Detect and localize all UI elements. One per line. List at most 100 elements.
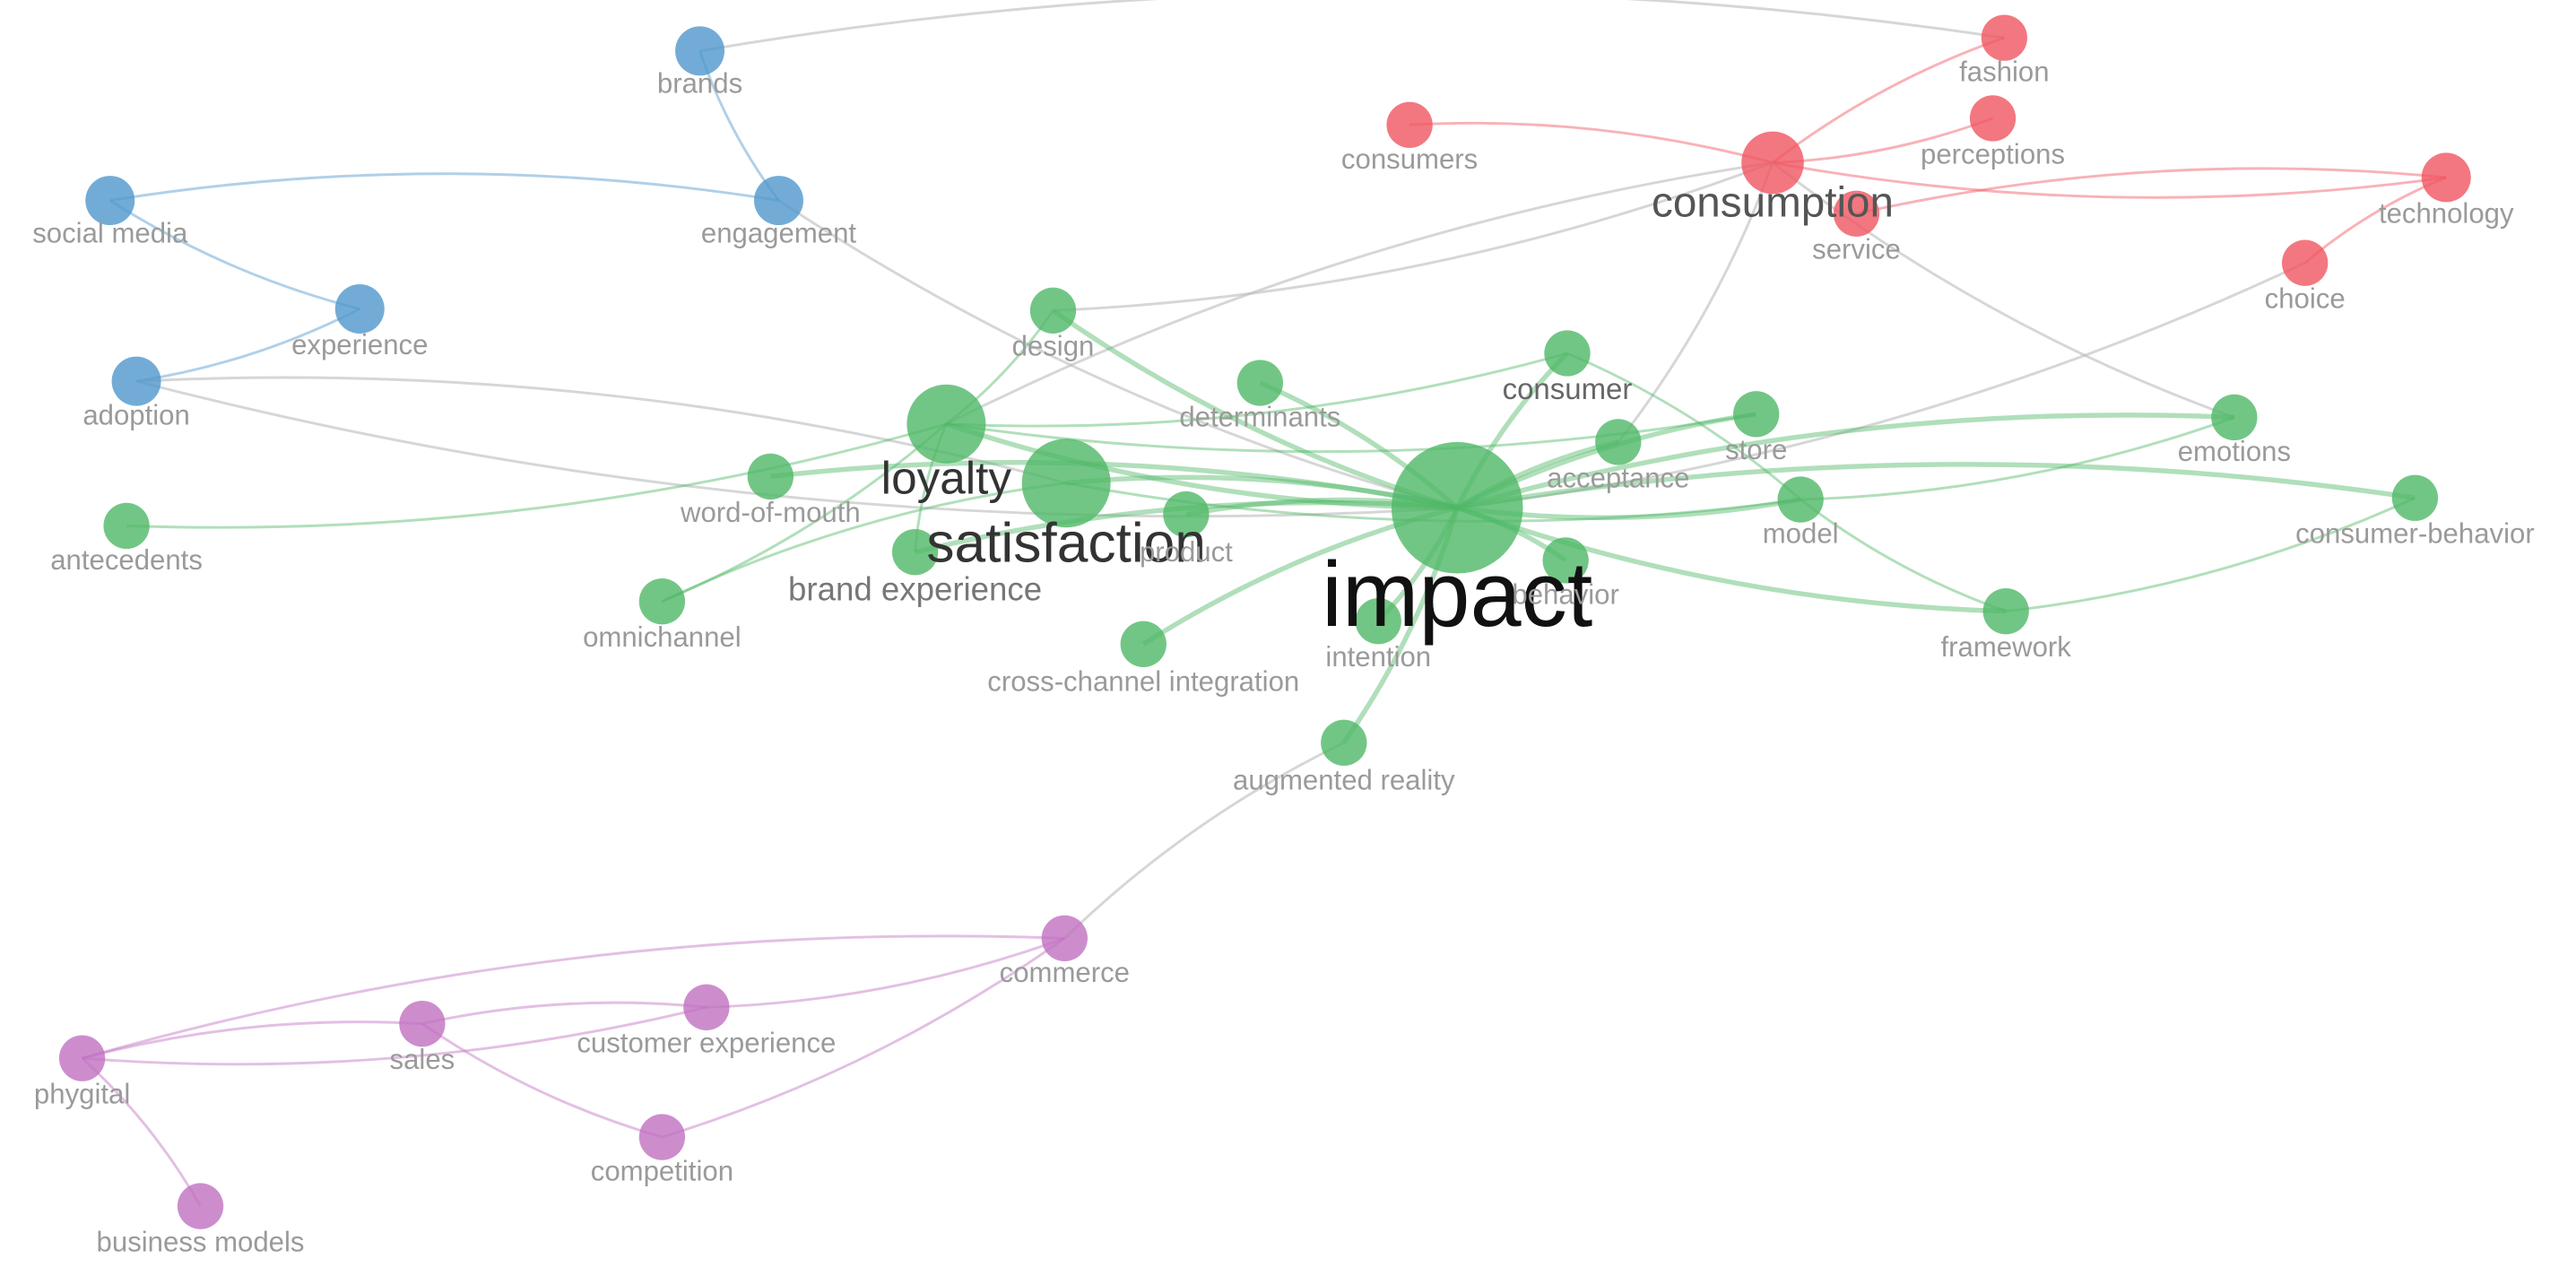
node-label: emotions (2178, 436, 2291, 467)
node-label: sales (390, 1044, 455, 1075)
node (1391, 441, 1523, 574)
edge (1456, 505, 2007, 614)
node-label: consumption (1652, 179, 1894, 227)
node-label: acceptance (1547, 462, 1689, 493)
node (2421, 152, 2471, 203)
node (1544, 330, 1591, 377)
edge (1409, 121, 1774, 164)
node-label: experience (291, 329, 428, 360)
edge (1053, 161, 1774, 312)
node-label: antecedents (50, 544, 203, 576)
labels: brands social media engagement experience ad… (32, 56, 2534, 1258)
edge (1772, 161, 2447, 199)
node-label: brand experience (788, 570, 1042, 607)
node (1120, 621, 1167, 667)
edge (135, 379, 1458, 518)
edge (946, 352, 1568, 428)
node (58, 1035, 106, 1081)
node (1386, 101, 1433, 148)
node (675, 26, 725, 76)
edge (1800, 416, 2235, 501)
node-label: consumers (1341, 143, 1478, 175)
node (1163, 491, 1210, 538)
edge (945, 421, 1458, 510)
node-label: cross-channel integration (987, 666, 1299, 698)
edge (1772, 161, 2235, 419)
node-label: technology (2379, 197, 2514, 229)
node (1029, 287, 1077, 334)
node-label: loyalty (881, 452, 1012, 503)
node (1321, 719, 1367, 766)
edge (661, 422, 948, 603)
node-label: behavior (1512, 578, 1618, 610)
node-label: brands (657, 68, 742, 100)
edge (135, 308, 360, 383)
edge (946, 412, 1756, 454)
edge (777, 199, 1458, 509)
edge (770, 459, 1458, 510)
edge (82, 934, 1065, 1060)
edge (126, 422, 947, 529)
edge (421, 1022, 663, 1139)
node-label: determinants (1179, 402, 1340, 433)
node-label: intention (1325, 641, 1431, 673)
node (683, 984, 730, 1030)
node (747, 453, 794, 500)
node-label: model (1763, 518, 1839, 550)
node-label: augmented reality (1233, 764, 1455, 795)
node (334, 284, 385, 334)
node (1542, 537, 1589, 584)
node (891, 529, 939, 576)
edge (82, 1020, 422, 1060)
edge (1566, 352, 1802, 501)
edge (1800, 498, 2007, 613)
node (2391, 474, 2439, 521)
node-label: business models (97, 1226, 305, 1257)
node-label: word-of-mouth (680, 497, 861, 528)
node (1041, 915, 1088, 962)
node-label: store (1725, 434, 1787, 465)
edge (82, 1005, 707, 1066)
edge (1617, 161, 1774, 443)
node-label: framework (1941, 631, 2072, 663)
node-label: consumer-behavior (2295, 518, 2535, 550)
node (2282, 239, 2329, 286)
node-label: product (1140, 536, 1233, 568)
node (1355, 598, 1401, 645)
edge (2006, 496, 2416, 613)
edge (1456, 412, 2235, 510)
node (177, 1183, 224, 1229)
edge (945, 161, 1774, 426)
edge (1456, 462, 2416, 510)
node (399, 1000, 446, 1047)
node (1595, 419, 1642, 465)
node (1833, 190, 1880, 237)
node-label: omnichannel (583, 621, 742, 653)
node (1982, 588, 2029, 635)
node-label: perceptions (1921, 138, 2065, 169)
node (2211, 394, 2258, 441)
edge (661, 937, 1066, 1139)
edge (109, 172, 779, 203)
edge (1457, 261, 2306, 509)
node-label: customer experience (577, 1028, 836, 1059)
node (1981, 14, 2028, 61)
node-label: competition (591, 1156, 733, 1187)
edge (421, 1001, 707, 1026)
node (638, 578, 686, 625)
node (1777, 476, 1824, 523)
node-label: choice (2265, 283, 2346, 315)
node-label: impact (1322, 543, 1592, 646)
node (754, 176, 803, 226)
node (1733, 391, 1780, 438)
edge (661, 482, 1067, 603)
edge (699, 0, 2005, 53)
node-label: adoption (82, 400, 189, 431)
edge (1063, 741, 1345, 940)
node-label: satisfaction (926, 513, 1206, 575)
edge (81, 1057, 202, 1207)
node (1741, 131, 1804, 195)
node (1969, 95, 2017, 142)
